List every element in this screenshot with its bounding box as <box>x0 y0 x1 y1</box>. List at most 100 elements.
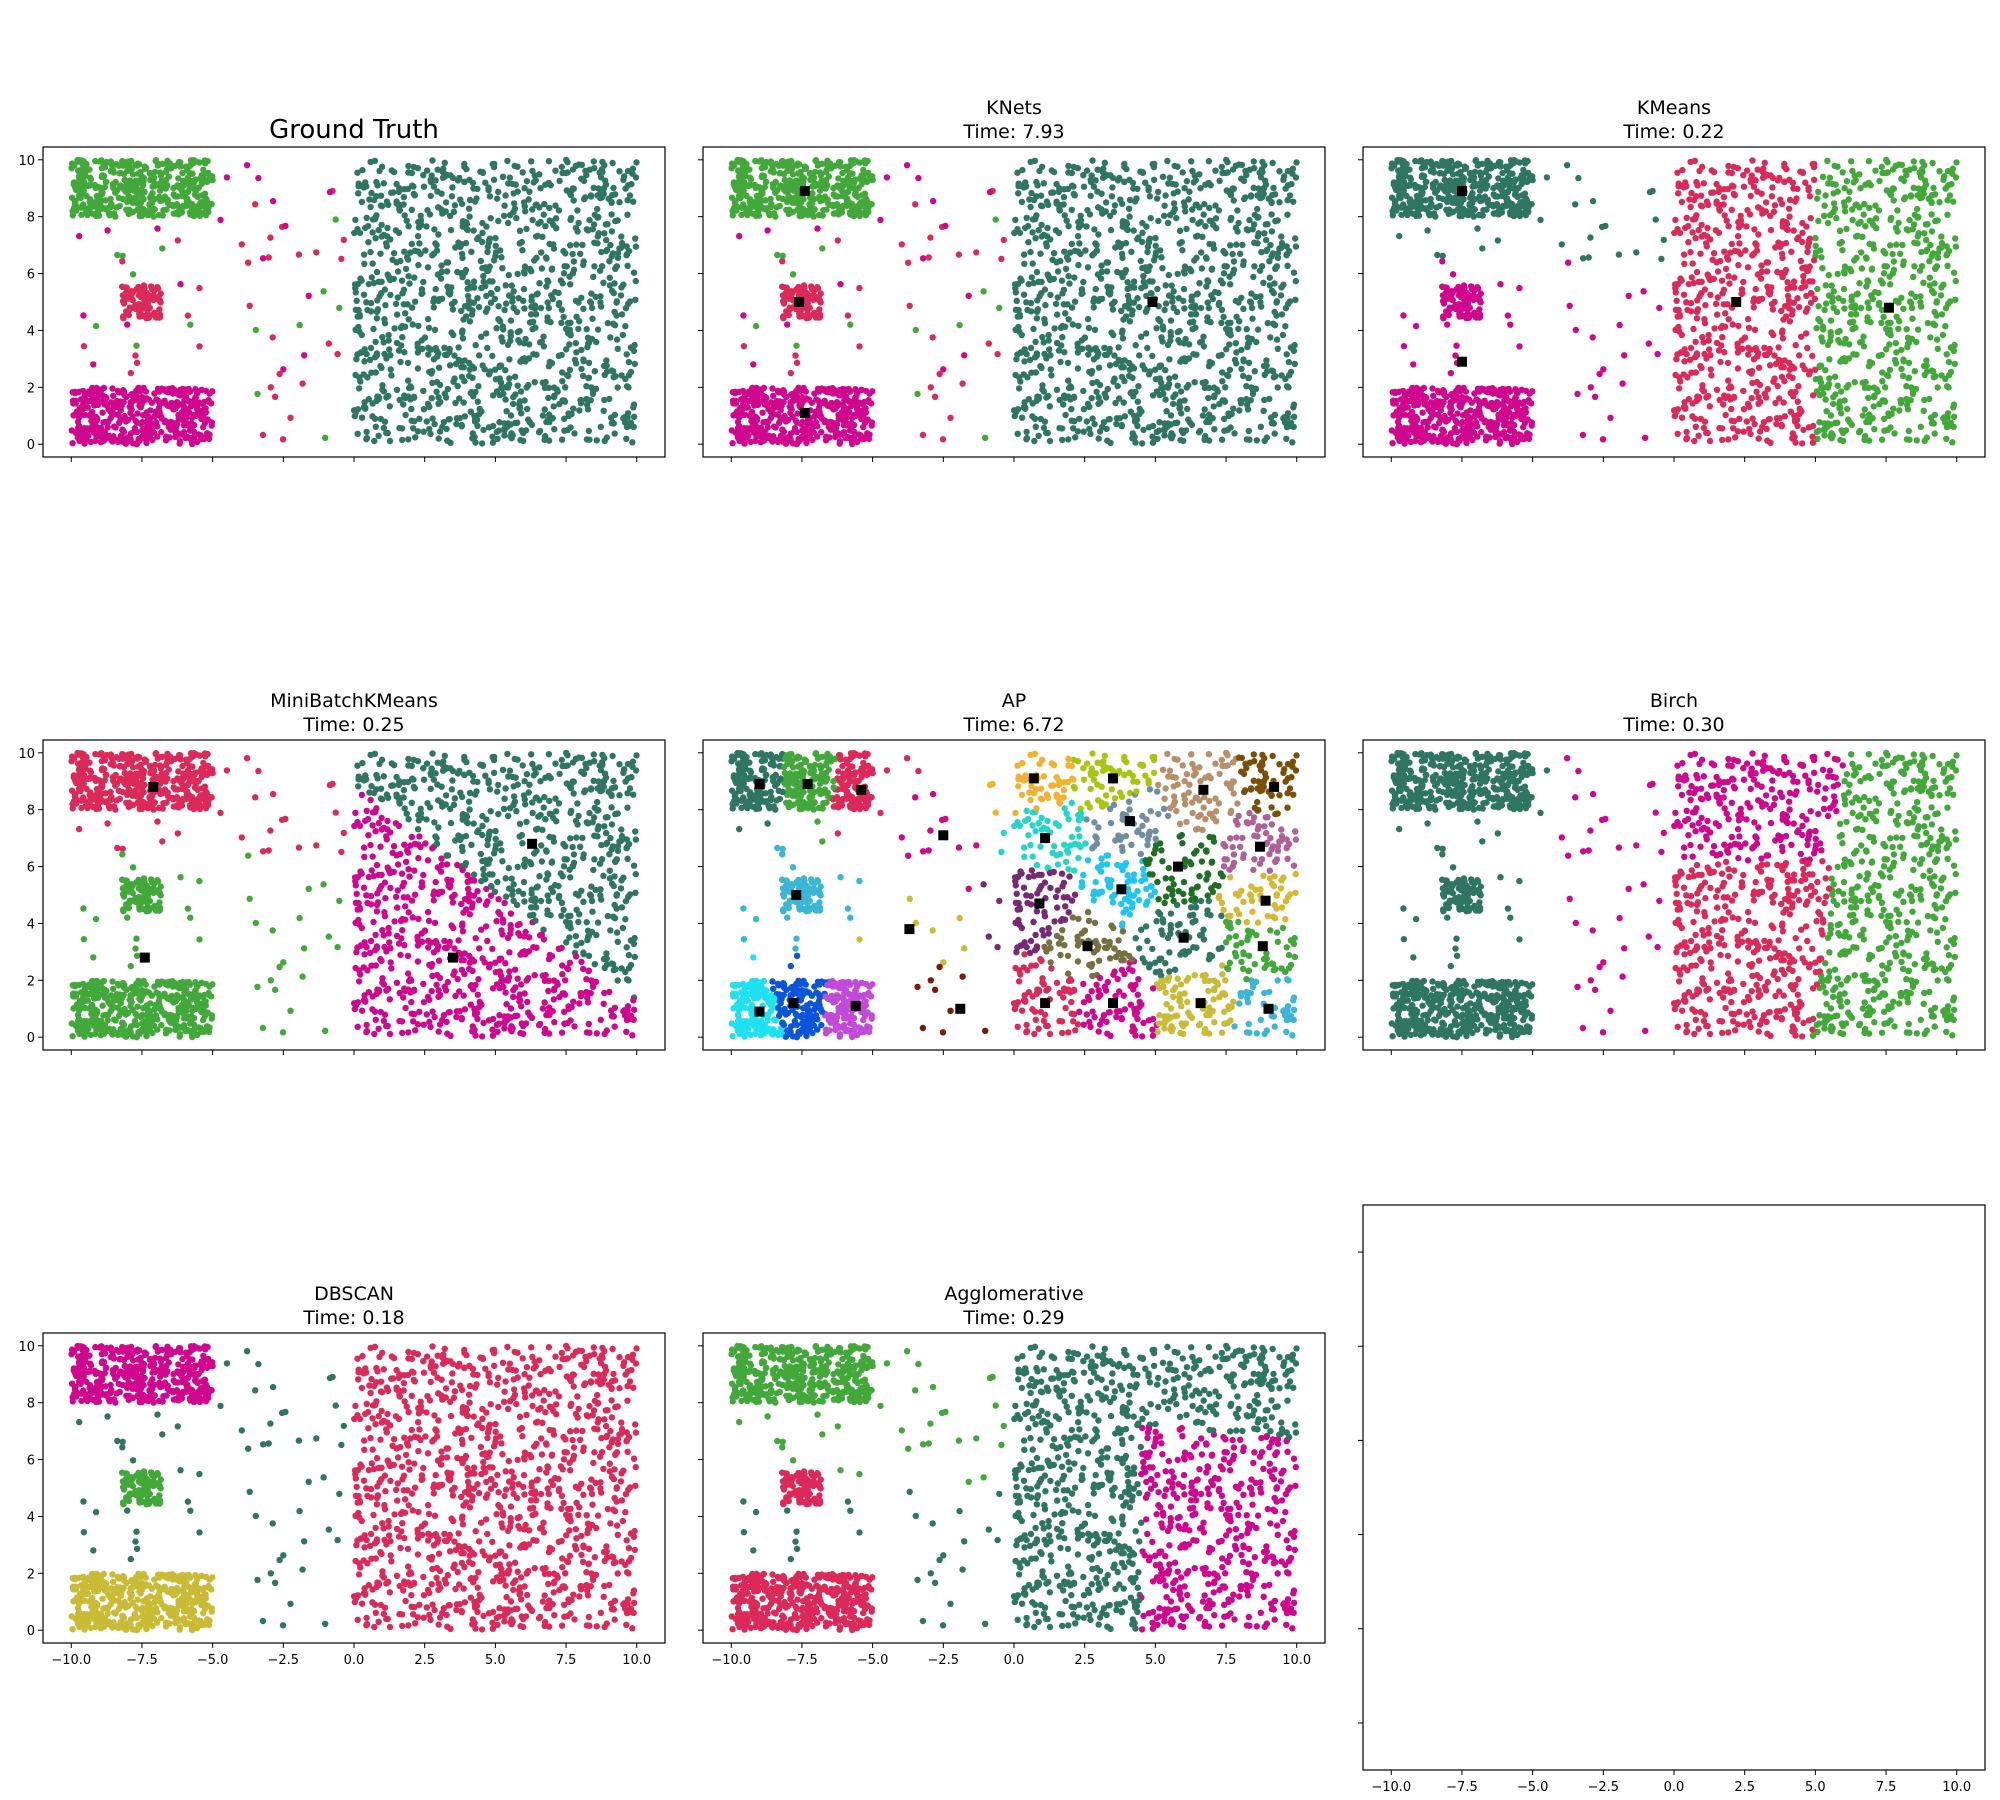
scatter-point <box>1283 435 1290 442</box>
scatter-point <box>1154 285 1161 293</box>
scatter-point <box>1204 299 1211 306</box>
scatter-point <box>1190 318 1197 325</box>
scatter-point <box>154 284 161 291</box>
scatter-point <box>573 349 580 356</box>
scatter-point <box>577 250 584 257</box>
scatter-point <box>1124 292 1132 300</box>
scatter-point <box>570 405 577 412</box>
scatter-point <box>138 210 146 217</box>
scatter-point <box>193 401 201 408</box>
scatter-point <box>616 168 623 175</box>
scatter-point <box>852 188 859 196</box>
scatter-point <box>1056 396 1063 404</box>
scatter-point <box>513 214 520 222</box>
scatter-point <box>75 434 83 442</box>
scatter-point <box>381 316 388 323</box>
scatter-point <box>152 157 159 165</box>
scatter-point <box>793 440 801 448</box>
scatter-point <box>583 383 590 390</box>
scatter-point <box>1188 293 1196 300</box>
scatter-point <box>78 396 85 403</box>
scatter-point <box>526 265 533 273</box>
scatter-point <box>1072 434 1079 441</box>
scatter-point <box>478 440 486 447</box>
scatter-point <box>467 408 474 415</box>
scatter-point <box>1031 437 1038 445</box>
scatter-point <box>405 256 412 263</box>
scatter-point <box>779 195 786 203</box>
scatter-point <box>1254 205 1261 213</box>
scatter-point <box>815 211 823 219</box>
scatter-point <box>843 198 851 205</box>
scatter-point <box>195 204 203 211</box>
scatter-point <box>522 208 529 215</box>
scatter-point <box>1407 203 1414 210</box>
scatter-point <box>470 227 477 234</box>
scatter-point <box>1170 393 1177 401</box>
scatter-point <box>1033 193 1040 200</box>
scatter-point <box>1203 283 1210 290</box>
scatter-point <box>818 428 825 436</box>
scatter-point <box>1232 224 1240 232</box>
scatter-point <box>1053 339 1061 347</box>
scatter-point <box>397 257 404 265</box>
y-tick-label: 8 <box>27 211 35 226</box>
scatter-point <box>500 212 508 219</box>
scatter-point <box>1162 396 1169 403</box>
scatter-point <box>72 201 79 209</box>
scatter-point <box>830 203 837 210</box>
scatter-point <box>822 400 829 407</box>
scatter-point <box>1389 440 1396 447</box>
scatter-point <box>1047 366 1054 373</box>
scatter-point <box>1035 227 1042 234</box>
scatter-point <box>1065 223 1072 230</box>
scatter-point <box>1122 219 1129 226</box>
scatter-point <box>992 216 999 223</box>
scatter-point <box>831 386 838 393</box>
scatter-point <box>445 416 452 423</box>
scatter-point <box>1065 377 1072 384</box>
scatter-point <box>750 361 757 368</box>
scatter-point <box>814 225 821 232</box>
scatter-point <box>383 243 390 250</box>
scatter-point <box>1087 430 1094 438</box>
scatter-point <box>447 226 455 234</box>
scatter-point <box>255 174 262 182</box>
scatter-point <box>378 203 386 210</box>
scatter-point <box>525 381 532 389</box>
scatter-point <box>553 386 560 393</box>
scatter-point <box>1199 412 1207 419</box>
scatter-point <box>816 306 823 313</box>
scatter-point <box>624 182 632 189</box>
scatter-point <box>414 165 422 172</box>
scatter-point <box>914 390 921 398</box>
scatter-point <box>760 384 768 392</box>
scatter-point <box>432 285 439 293</box>
scatter-point <box>630 198 637 205</box>
scatter-point <box>794 410 801 417</box>
scatter-point <box>1247 299 1255 307</box>
scatter-point <box>147 424 155 431</box>
scatter-point <box>75 193 83 200</box>
scatter-point <box>179 202 187 210</box>
scatter-point <box>1176 240 1183 247</box>
scatter-point <box>411 418 418 425</box>
panel-title: Ground Truth <box>269 115 439 145</box>
scatter-point <box>552 202 559 209</box>
scatter-point <box>1290 413 1298 420</box>
scatter-point <box>520 285 528 293</box>
scatter-point <box>1139 229 1146 236</box>
scatter-point <box>340 236 347 244</box>
scatter-point <box>367 248 374 256</box>
scatter-point <box>1130 299 1138 306</box>
scatter-point <box>530 318 537 325</box>
scatter-point <box>1229 250 1236 258</box>
scatter-point <box>853 401 861 408</box>
scatter-point <box>1419 409 1426 416</box>
scatter-point <box>629 439 636 446</box>
scatter-point <box>1202 378 1209 386</box>
scatter-point <box>1406 166 1413 173</box>
scatter-point <box>1246 436 1253 443</box>
